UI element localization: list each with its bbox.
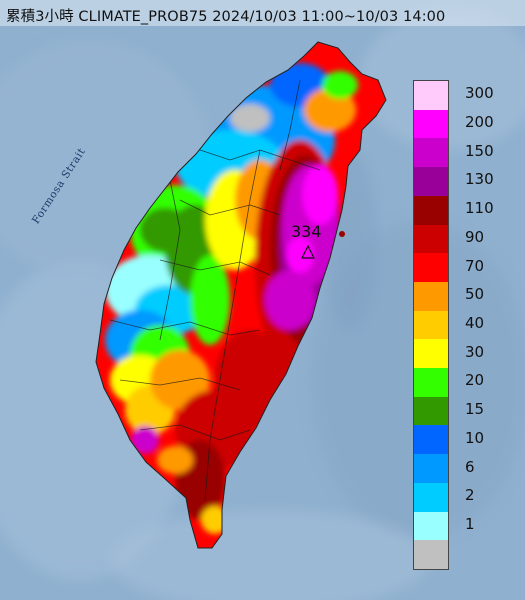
legend-swatch xyxy=(414,540,448,569)
legend-label: 2 xyxy=(465,486,475,505)
legend-label: 10 xyxy=(465,428,485,447)
legend-swatch xyxy=(414,511,448,541)
legend-swatch xyxy=(414,195,448,225)
legend-swatch-column xyxy=(413,80,449,570)
legend-swatch xyxy=(414,310,448,340)
legend-swatch xyxy=(414,454,448,483)
legend-label: 90 xyxy=(465,227,485,246)
legend-swatch xyxy=(414,368,448,397)
legend-swatch xyxy=(414,339,448,369)
peak-value-label: 334 xyxy=(291,222,322,241)
legend-label: 6 xyxy=(465,457,475,476)
legend-label: 200 xyxy=(465,113,494,132)
title-bar: 累積3小時 CLIMATE_PROB75 2024/10/03 11:00~10… xyxy=(0,0,525,26)
legend-swatch xyxy=(414,253,448,282)
legend-label: 150 xyxy=(465,141,494,160)
map-title: 累積3小時 CLIMATE_PROB75 2024/10/03 11:00~10… xyxy=(6,9,446,25)
legend-label: 40 xyxy=(465,314,485,332)
legend-swatch xyxy=(414,167,448,196)
legend-swatch xyxy=(414,81,448,110)
triangle-marker-icon xyxy=(301,245,315,259)
legend-swatch xyxy=(414,224,448,254)
legend-label: 110 xyxy=(465,199,494,218)
legend-swatch xyxy=(414,482,448,512)
legend-label: 20 xyxy=(465,371,485,390)
legend-swatch xyxy=(414,281,448,311)
legend-label: 30 xyxy=(465,342,485,361)
color-legend: 300 200 150 130 110 90 70 50 40 30 20 15 10 6 2 1 xyxy=(413,80,503,570)
legend-label: 1 xyxy=(465,514,475,533)
legend-swatch xyxy=(414,109,448,139)
legend-label: 300 xyxy=(465,84,494,103)
legend-label: 15 xyxy=(465,400,485,419)
legend-swatch xyxy=(414,396,448,426)
legend-swatch xyxy=(414,425,448,455)
legend-swatch xyxy=(414,138,448,168)
legend-label: 50 xyxy=(465,285,485,304)
legend-label: 70 xyxy=(465,256,485,275)
legend-label: 130 xyxy=(465,170,494,189)
